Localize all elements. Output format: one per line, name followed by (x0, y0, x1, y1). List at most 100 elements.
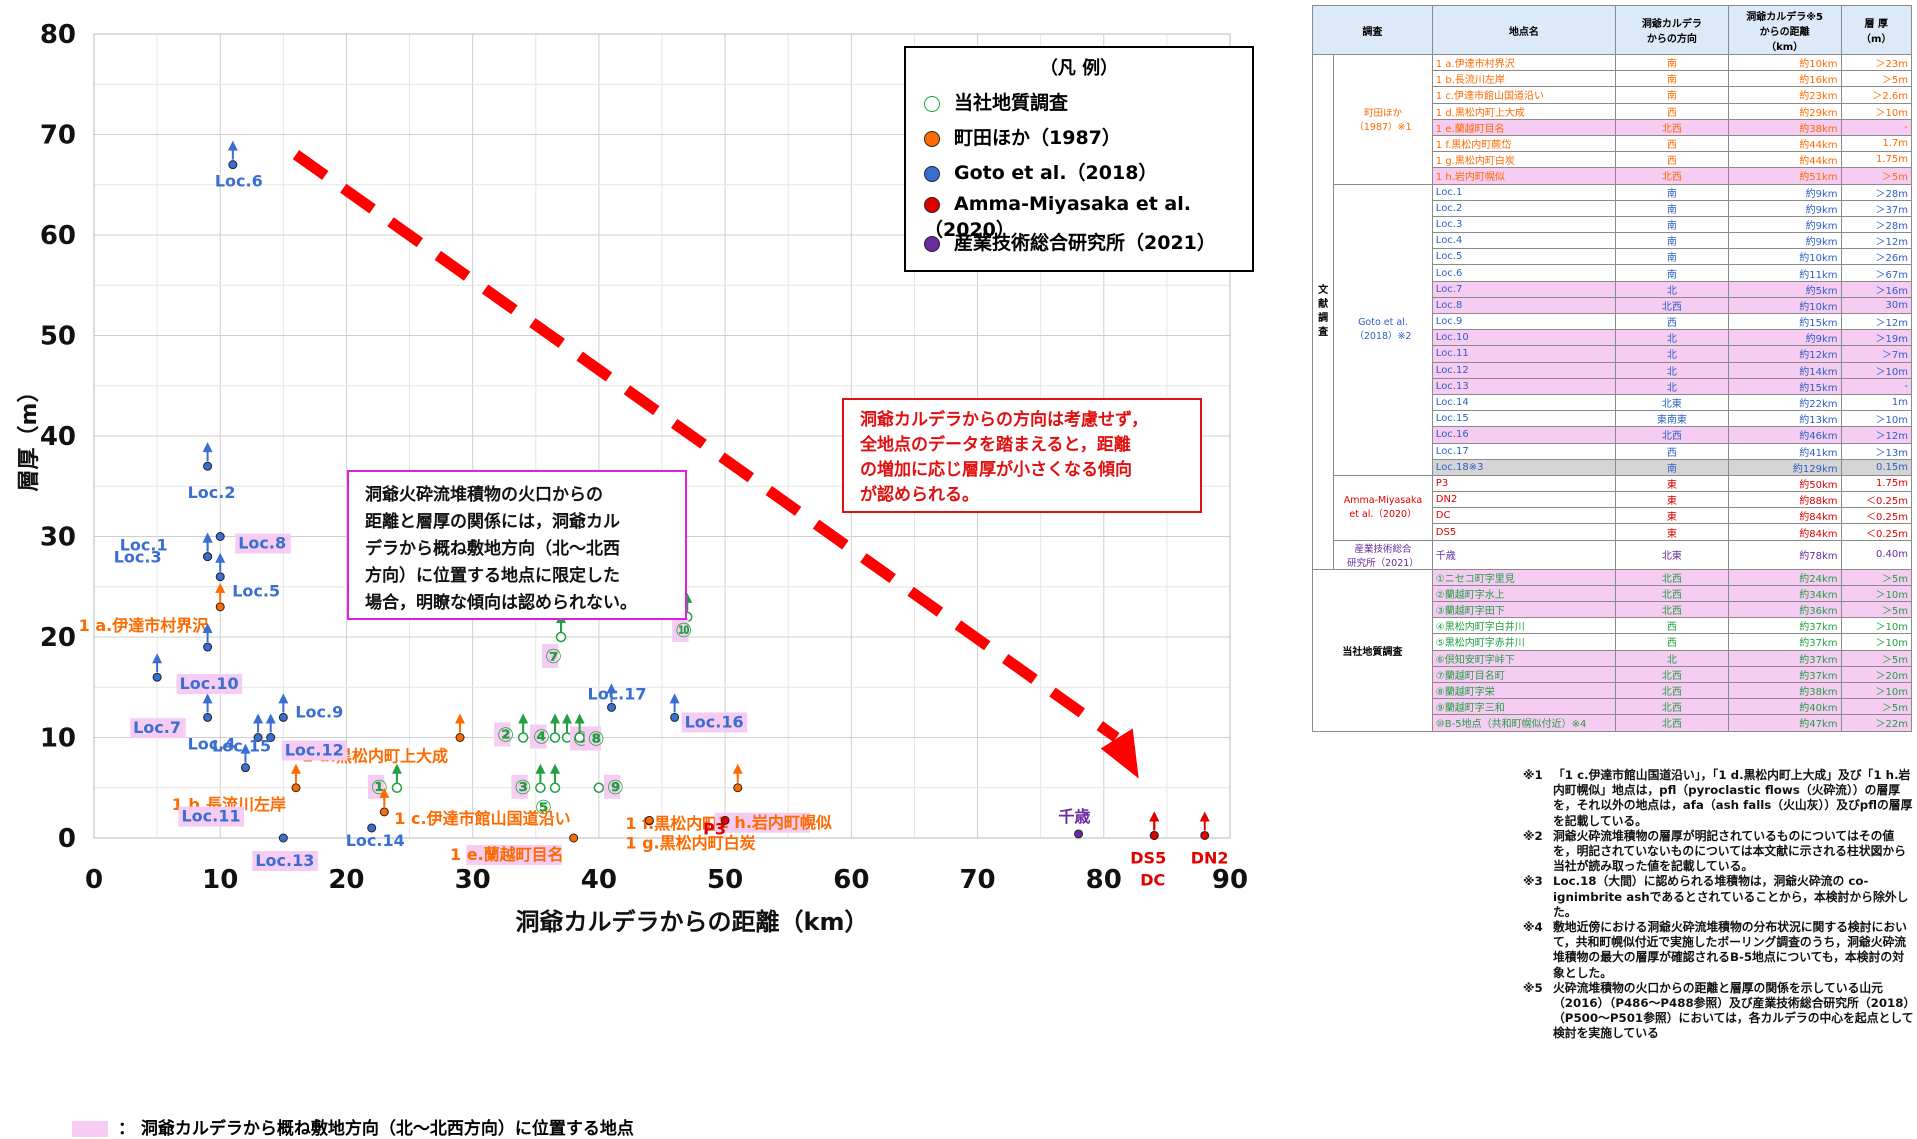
pink-highlight (281, 740, 348, 761)
table-cell: 北西 (1615, 600, 1729, 619)
table-cell: 北西 (1615, 584, 1729, 603)
table-cell: 約22km (1727, 393, 1842, 412)
table-cell: 約24km (1727, 568, 1842, 586)
table-cell: 1 g.黒松内町白炭 (1431, 151, 1617, 169)
data-point (266, 733, 276, 742)
table-cell: 北東 (1615, 539, 1729, 570)
table-cell: ＞20m (1840, 665, 1913, 683)
data-point (278, 833, 288, 843)
table-cell: ＞10m (1840, 410, 1913, 428)
point-label: DC (1140, 870, 1165, 889)
table-cell: 約23km (1727, 86, 1842, 104)
table-cell: 約37km (1727, 617, 1842, 635)
legend-label: 産業技術総合研究所（2021） (954, 232, 1216, 254)
legend-label: Goto et al.（2018） (954, 162, 1158, 184)
up-arrow-head (1199, 811, 1210, 822)
up-arrow-head (669, 693, 680, 704)
table-cell: 約44km (1727, 151, 1842, 169)
table-row: DC 東約84km ＜0.25m (1313, 507, 1913, 525)
x-tick-label: 30 (455, 865, 491, 895)
table-cell: 約12km (1727, 345, 1842, 363)
legend-label: 町田ほか（1987） (954, 127, 1121, 149)
pink-highlight (252, 851, 318, 871)
pink-highlight (367, 774, 385, 799)
footnote-text: Loc.18（大間）に認められる堆積物は，洞爺火砕流の co-ignimbrit… (1553, 874, 1909, 919)
footnote: ※2 洞爺火砕流堆積物の層厚が明記されているものについてはその値を，明記されていな… (1523, 829, 1915, 875)
data-point (228, 160, 238, 170)
legend-marker (924, 165, 940, 182)
pink-swatch (72, 1121, 108, 1137)
table-header: 洞爺カルデラ※5 からの距離 （km） (1727, 5, 1842, 55)
pink-highlight (530, 724, 547, 749)
x-tick-label: 70 (959, 865, 995, 895)
pink-highlight (584, 726, 602, 751)
table-cell: ＞26m (1840, 248, 1913, 266)
data-point (569, 833, 579, 843)
up-arrow-head (202, 693, 213, 704)
table-cell: 約41km (1727, 442, 1842, 460)
pink-highlight (466, 845, 562, 865)
table-cell: 北 (1615, 345, 1729, 363)
point-label: 1 a.伊達市村界沢 (79, 616, 210, 635)
table-cell: 東 (1615, 474, 1729, 493)
y-tick-label: 40 (40, 422, 76, 452)
table-cell: ①ニセコ町字里見 (1431, 568, 1617, 586)
data-point (549, 732, 561, 743)
pink-highlight (235, 533, 291, 554)
table-row: Goto et al. （2018）※2 Loc.1 南約9km ＞28m (1313, 183, 1913, 476)
reference-table: 調査 地点名 洞爺カルデラ からの方向 洞爺カルデラ※5 からの距離 （km）層 厚 … (1311, 5, 1913, 732)
footnote: ※4 敷地近傍における洞爺火砕流堆積物の分布状況に関する検討において，共和町幌似付… (1523, 920, 1915, 981)
table-cell: Loc.7 (1431, 280, 1617, 298)
up-arrow-head (240, 743, 251, 754)
footnote-key: ※3 (1523, 874, 1543, 889)
magenta-note: 洞爺火砕流堆積物の火口からの 距離と層厚の関係には，洞爺カル デラから概ね敷地方… (347, 470, 687, 620)
up-arrow-head (278, 693, 289, 704)
up-arrow-head (152, 653, 163, 664)
y-tick-label: 60 (40, 221, 76, 251)
table-cell: 約37km (1727, 633, 1842, 651)
y-tick-label: 80 (40, 20, 76, 50)
table-cell: 約15km (1727, 312, 1842, 331)
footnote-text: 洞爺火砕流堆積物の層厚が明記されているものについてはその値を，明記されていないも… (1553, 828, 1906, 874)
x-tick-label: 20 (328, 865, 364, 895)
table-cell: Loc.18※3 (1431, 458, 1617, 476)
x-tick-label: 10 (202, 865, 238, 895)
up-arrow-head (253, 713, 264, 724)
point-label: Loc.2 (188, 483, 236, 502)
pink-legend-text: ： 洞爺カルデラから概ね敷地方向（北～北西方向）に位置する地点 (118, 1119, 634, 1139)
table-cell: Loc.17 (1431, 442, 1617, 460)
legend: （凡 例） 当社地質調査 町田ほか（1987） Goto et al.（2018） A… (904, 46, 1254, 272)
table-cell: 南 (1615, 232, 1729, 250)
pink-highlight (714, 812, 811, 833)
footnote-key: ※5 (1523, 980, 1543, 995)
table-cell: 約10km (1727, 248, 1842, 266)
table-cell: ＞5m (1840, 698, 1913, 716)
table-cell: ＞67m (1840, 264, 1913, 282)
up-arrow-head (391, 763, 402, 774)
table-cell: 北 (1615, 361, 1729, 379)
table-row: 産業技術総合 研究所（2021） 千歳 北東 約78km 0.40m (1313, 539, 1913, 570)
footnote: ※1 「1 c.伊達市館山国道沿い」，「1 d.黒松内町上大成」及び「1 h.岩内… (1523, 768, 1915, 829)
point-label: 1 g.黒松内町白炭 (625, 833, 755, 852)
point-label: Loc.16 (685, 712, 744, 731)
up-arrow-head (562, 713, 573, 724)
table-cell: 1 b.長流川左岸 (1431, 70, 1617, 88)
table-cell: 約5km (1727, 280, 1842, 298)
table-cell: 約46km (1727, 426, 1842, 444)
x-tick-label: 60 (833, 865, 869, 895)
point-label: Loc.14 (346, 831, 405, 850)
footnote-key: ※2 (1523, 828, 1543, 843)
table-cell: ＞13m (1840, 442, 1913, 460)
point-label: Loc.13 (255, 851, 314, 870)
table-cell: 北東 (1615, 393, 1729, 412)
table-row: ⑦蘭越町目名町 北西 約37km ＞20m (1313, 665, 1913, 683)
table-cell: 約40km (1727, 698, 1842, 716)
table-cell: Loc.6 (1431, 264, 1617, 282)
footnote-text: 敷地近傍における洞爺火砕流堆積物の分布状況に関する検討において，共和町幌似付近で… (1553, 920, 1907, 980)
table-row: Loc.15 東南東 約13km ＞10m (1313, 410, 1913, 428)
table-cell: 約11km (1727, 264, 1842, 282)
table-header: 調査 (1312, 5, 1433, 55)
table-cell: 1.75m (1840, 474, 1913, 493)
legend-marker (924, 235, 940, 252)
